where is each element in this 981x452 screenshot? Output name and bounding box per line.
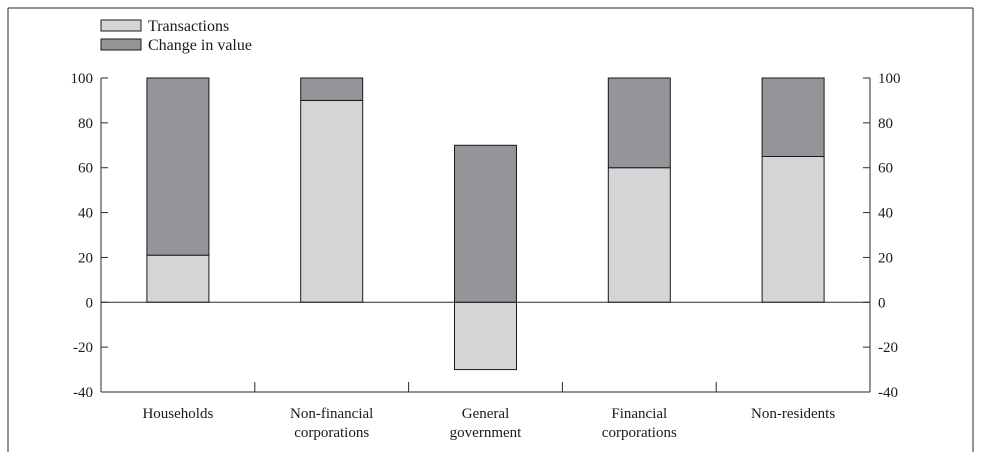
y-tick-label-right: 80 [878,116,893,132]
legend-swatch-0 [100,19,142,32]
x-category-label-2: General [462,406,509,422]
y-tick-label-left: -20 [73,340,93,356]
bar-transactions-3 [607,167,671,303]
y-tick-label-right: -20 [878,340,898,356]
x-category-label-4: Non-residents [751,406,835,422]
bars [146,77,825,371]
legend-label-0: Transactions [148,18,229,35]
y-tick-label-left: -40 [73,385,93,401]
x-category-label-3: corporations [602,425,677,441]
axes [100,77,871,393]
chart-frame [7,7,974,452]
y-tick-label-left: 40 [78,206,93,222]
bar-change-in-value-1 [300,77,364,101]
y-tick-label-left: 100 [71,71,94,87]
bar-change-in-value-2 [454,144,517,303]
y-tick-label-right: 40 [878,206,893,222]
y-tick-label-right: 100 [878,71,901,87]
y-tick-label-left: 0 [86,295,94,311]
y-tick-label-right: -40 [878,385,898,401]
bar-transactions-4 [761,156,825,303]
x-category-label-1: corporations [294,425,369,441]
x-category-label-1: Non-financial [290,406,373,422]
bar-transactions-0 [146,254,210,303]
bar-change-in-value-0 [146,77,210,256]
y-tick-label-left: 80 [78,116,93,132]
y-tick-label-right: 20 [878,250,893,266]
bar-change-in-value-4 [761,77,825,157]
y-tick-label-left: 60 [78,161,93,177]
legend-label-1: Change in value [148,37,252,54]
bar-transactions-1 [300,99,364,303]
x-category-label-2: government [450,425,522,441]
legend-swatch-1 [100,38,142,51]
x-category-label-0: Households [142,406,213,422]
axis-labels: 100 100 80 80 60 60 40 40 20 20 0 0 -20 -20 -40 -40 Hous… [71,71,901,441]
x-category-label-3: Financial [611,406,667,422]
y-tick-label-right: 0 [878,295,886,311]
bar-transactions-2 [454,301,517,371]
legend: Transactions Change in value [100,18,252,54]
bar-change-in-value-3 [607,77,671,169]
y-tick-label-right: 60 [878,161,893,177]
y-tick-label-left: 20 [78,250,93,266]
